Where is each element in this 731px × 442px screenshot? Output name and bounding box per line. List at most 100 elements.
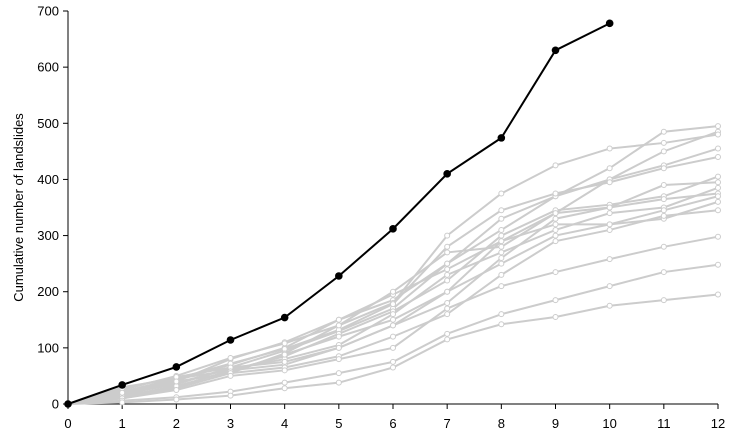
y-tick-label: 0 bbox=[52, 397, 59, 412]
x-tick-label: 3 bbox=[227, 416, 234, 431]
background-series-point bbox=[498, 190, 505, 197]
background-series-point bbox=[335, 344, 342, 351]
background-series-point bbox=[444, 305, 451, 312]
background-series-point bbox=[552, 221, 559, 228]
x-tick-label: 0 bbox=[64, 416, 71, 431]
background-series-point bbox=[281, 358, 288, 365]
background-series-point bbox=[390, 301, 396, 308]
background-series-point bbox=[715, 291, 721, 298]
background-series-point bbox=[552, 215, 559, 222]
background-series-point bbox=[498, 207, 505, 214]
background-series-point bbox=[552, 269, 559, 276]
background-series-point bbox=[281, 340, 288, 347]
background-series-point bbox=[498, 260, 505, 267]
background-series-point bbox=[606, 204, 613, 211]
x-tick-label: 1 bbox=[119, 416, 126, 431]
background-series-point bbox=[173, 386, 180, 393]
background-series-point bbox=[552, 238, 559, 245]
x-tick-label: 5 bbox=[335, 416, 342, 431]
highlight-series-point bbox=[226, 336, 235, 344]
background-series-point bbox=[660, 269, 667, 276]
background-series-point bbox=[498, 321, 505, 328]
y-axis-title: Cumulative number of landslides bbox=[11, 113, 26, 302]
background-series-point bbox=[552, 297, 559, 304]
background-series-point bbox=[498, 226, 505, 233]
background-series-point bbox=[606, 165, 613, 172]
background-series-point bbox=[227, 354, 234, 361]
background-series-point bbox=[606, 302, 613, 309]
background-series-group bbox=[67, 123, 721, 406]
background-series-point bbox=[390, 311, 396, 318]
background-series-point bbox=[444, 243, 451, 250]
background-series-point bbox=[390, 288, 396, 295]
background-series-point bbox=[498, 238, 505, 245]
background-series-point bbox=[335, 379, 342, 386]
background-series-point bbox=[444, 330, 451, 337]
background-series-point bbox=[498, 283, 505, 290]
background-series-point bbox=[444, 311, 451, 318]
background-series-point bbox=[715, 131, 721, 138]
background-series-point bbox=[715, 179, 721, 186]
x-tick-label: 10 bbox=[602, 416, 616, 431]
background-series-point bbox=[715, 153, 721, 160]
highlight-series-point bbox=[605, 19, 614, 28]
background-series-point bbox=[715, 145, 721, 152]
background-series-point bbox=[444, 299, 451, 306]
background-series-point bbox=[660, 128, 667, 135]
background-series-point bbox=[227, 392, 234, 399]
background-series-point bbox=[173, 378, 180, 385]
y-tick-label: 100 bbox=[37, 340, 59, 355]
background-series-point bbox=[660, 196, 667, 203]
background-series-point bbox=[606, 226, 613, 233]
background-series-point bbox=[498, 232, 505, 239]
background-series-point bbox=[660, 212, 667, 219]
background-series-point bbox=[660, 182, 667, 189]
background-series-point bbox=[335, 370, 342, 377]
x-tick-label: 12 bbox=[711, 416, 725, 431]
background-series-point bbox=[606, 145, 613, 152]
background-series-point bbox=[498, 311, 505, 318]
highlight-series-point bbox=[497, 134, 506, 142]
background-series-point bbox=[715, 207, 721, 214]
highlight-series-group bbox=[64, 19, 614, 408]
background-series-point bbox=[715, 123, 721, 130]
background-series-point bbox=[444, 266, 451, 273]
y-tick-label: 700 bbox=[37, 4, 59, 19]
background-series-point bbox=[715, 198, 721, 205]
y-tick-label: 200 bbox=[37, 284, 59, 299]
background-series-point bbox=[390, 316, 396, 323]
background-series-point bbox=[444, 260, 451, 267]
background-series-point bbox=[227, 372, 234, 379]
background-series-point bbox=[660, 139, 667, 146]
background-series-point bbox=[660, 207, 667, 214]
background-series-point bbox=[715, 184, 721, 191]
background-series-point bbox=[498, 215, 505, 222]
background-series-point bbox=[119, 389, 126, 396]
highlight-series-point bbox=[389, 225, 397, 233]
background-series-point bbox=[552, 313, 559, 320]
background-series-point bbox=[281, 351, 288, 358]
background-series-point bbox=[444, 336, 451, 343]
background-series-point bbox=[715, 173, 721, 180]
background-series-point bbox=[281, 379, 288, 386]
background-series-point bbox=[552, 226, 559, 233]
highlight-series-point bbox=[172, 363, 181, 371]
background-series-point bbox=[390, 333, 396, 340]
x-tick-label: 7 bbox=[444, 416, 451, 431]
background-series-point bbox=[444, 249, 451, 256]
highlight-series-point bbox=[551, 46, 560, 55]
highlight-series-point bbox=[64, 400, 72, 408]
background-series-point bbox=[660, 165, 667, 172]
highlight-series-point bbox=[118, 381, 126, 389]
background-series-point bbox=[335, 322, 342, 329]
background-series-point bbox=[552, 190, 559, 197]
x-tick-label: 6 bbox=[389, 416, 396, 431]
x-tick-label: 11 bbox=[657, 416, 671, 431]
background-series-point bbox=[281, 385, 288, 392]
background-series-point bbox=[444, 232, 451, 239]
y-tick-label: 600 bbox=[37, 60, 59, 75]
y-tick-label: 500 bbox=[37, 116, 59, 131]
background-series-point bbox=[498, 249, 505, 256]
